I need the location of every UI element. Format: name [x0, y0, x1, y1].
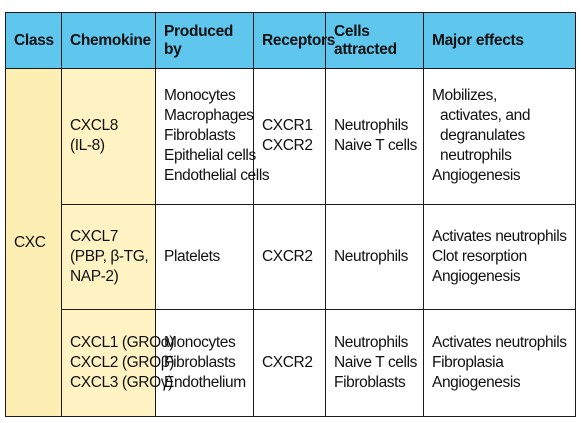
- produced-by-cell: Monocytes Fibroblasts Endothelium: [155, 309, 254, 417]
- chemokine-table: Class Chemokine Produced by Receptors Ce…: [5, 12, 576, 417]
- receptors-cell: CXCR1 CXCR2: [253, 68, 326, 205]
- table-row: CXC CXCL8 (IL-8) Monocytes Macrophages F…: [5, 68, 576, 417]
- produced-by-cell: Platelets: [155, 203, 254, 311]
- chemokine-line: CXCL3 (GROγ): [70, 374, 173, 392]
- receptor-line: CXCR2: [262, 354, 313, 372]
- major-effects-line: neutrophils: [440, 147, 512, 165]
- produced-by-line: Fibroblasts: [164, 354, 236, 372]
- major-effects-line: Angiogenesis: [432, 374, 521, 392]
- cells-attracted-line: Neutrophils: [334, 334, 409, 352]
- produced-by-line: Endothelium: [164, 374, 246, 392]
- class-cell: CXC: [5, 68, 62, 417]
- chemokine-line: (PBP, β-TG,: [70, 248, 149, 266]
- major-effects-line: Clot resorption: [432, 248, 527, 266]
- produced-by-line: Monocytes: [164, 87, 236, 105]
- receptor-line: CXCR2: [262, 248, 313, 266]
- chemokine-cell: CXCL7 (PBP, β-TG, NAP-2): [61, 203, 156, 311]
- receptors-cell: CXCR2: [253, 203, 326, 311]
- header-major-effects: Major effects: [423, 12, 576, 69]
- major-effects-line: Mobilizes,: [432, 87, 497, 105]
- header-receptors: Receptors: [253, 12, 335, 69]
- table-row: CXCL7 (PBP, β-TG, NAP-2) Platelets CXCR2…: [6, 203, 576, 311]
- chemokine-line: CXCL2 (GROβ): [70, 354, 175, 372]
- cells-attracted-line: Naive T cells: [334, 354, 417, 372]
- chemokine-cell: CXCL1 (GROα) CXCL2 (GROβ) CXCL3 (GROγ): [61, 309, 175, 417]
- produced-by-line: Macrophages: [164, 107, 254, 125]
- header-class: Class: [5, 12, 62, 69]
- produced-by-line: Epithelial cells: [164, 147, 256, 165]
- chemokine-cell: CXCL8 (IL-8): [61, 68, 156, 205]
- major-effects-line: Activates neutrophils: [432, 228, 567, 246]
- header-cells-attracted: Cells attracted: [325, 12, 424, 69]
- major-effects-line: activates, and: [440, 107, 531, 125]
- major-effects-cell: Activates neutrophils Clot resorption An…: [423, 203, 576, 311]
- cells-attracted-line: Neutrophils: [334, 117, 409, 135]
- major-effects-cell: Activates neutrophils Fibroplasia Angiog…: [423, 309, 576, 417]
- cells-attracted-line: Naive T cells: [334, 137, 417, 155]
- produced-by-line: Monocytes: [164, 334, 236, 352]
- major-effects-line: Activates neutrophils: [432, 334, 567, 352]
- major-effects-line: Angiogenesis: [432, 268, 521, 286]
- cells-attracted-cell: Neutrophils Naive T cells: [325, 68, 424, 205]
- table-row: CXCL1 (GROα) CXCL2 (GROβ) CXCL3 (GROγ) M…: [6, 309, 576, 417]
- chemokine-line: CXCL1 (GROα): [70, 334, 175, 352]
- receptor-line: CXCR2: [262, 137, 313, 155]
- chemokine-line: CXCL7: [70, 228, 118, 246]
- cells-attracted-cell: Neutrophils Naive T cells Fibroblasts: [325, 309, 424, 417]
- produced-by-line: Fibroblasts: [164, 127, 236, 145]
- produced-by-line: Platelets: [164, 248, 220, 266]
- header-chemokine: Chemokine: [61, 12, 156, 69]
- produced-by-cell: Monocytes Macrophages Fibroblasts Epithe…: [155, 68, 270, 205]
- cells-attracted-cell: Neutrophils: [325, 203, 424, 311]
- major-effects-line: Angiogenesis: [432, 167, 521, 185]
- header-produced-by: Produced by: [155, 12, 254, 69]
- chemokine-line: CXCL8: [70, 117, 118, 135]
- produced-by-line: Endothelial cells: [164, 167, 270, 185]
- chemokine-line: NAP-2): [70, 268, 119, 286]
- major-effects-cell: Mobilizes, activates, and degranulates n…: [423, 68, 576, 205]
- cells-attracted-line: Neutrophils: [334, 248, 409, 266]
- major-effects-line: degranulates: [440, 127, 525, 145]
- major-effects-line: Fibroplasia: [432, 354, 504, 372]
- receptor-line: CXCR1: [262, 117, 313, 135]
- cells-attracted-line: Fibroblasts: [334, 374, 406, 392]
- chemokine-line: (IL-8): [70, 137, 105, 155]
- header-row: Class Chemokine Produced by Receptors Ce…: [5, 12, 576, 69]
- receptors-cell: CXCR2: [253, 309, 326, 417]
